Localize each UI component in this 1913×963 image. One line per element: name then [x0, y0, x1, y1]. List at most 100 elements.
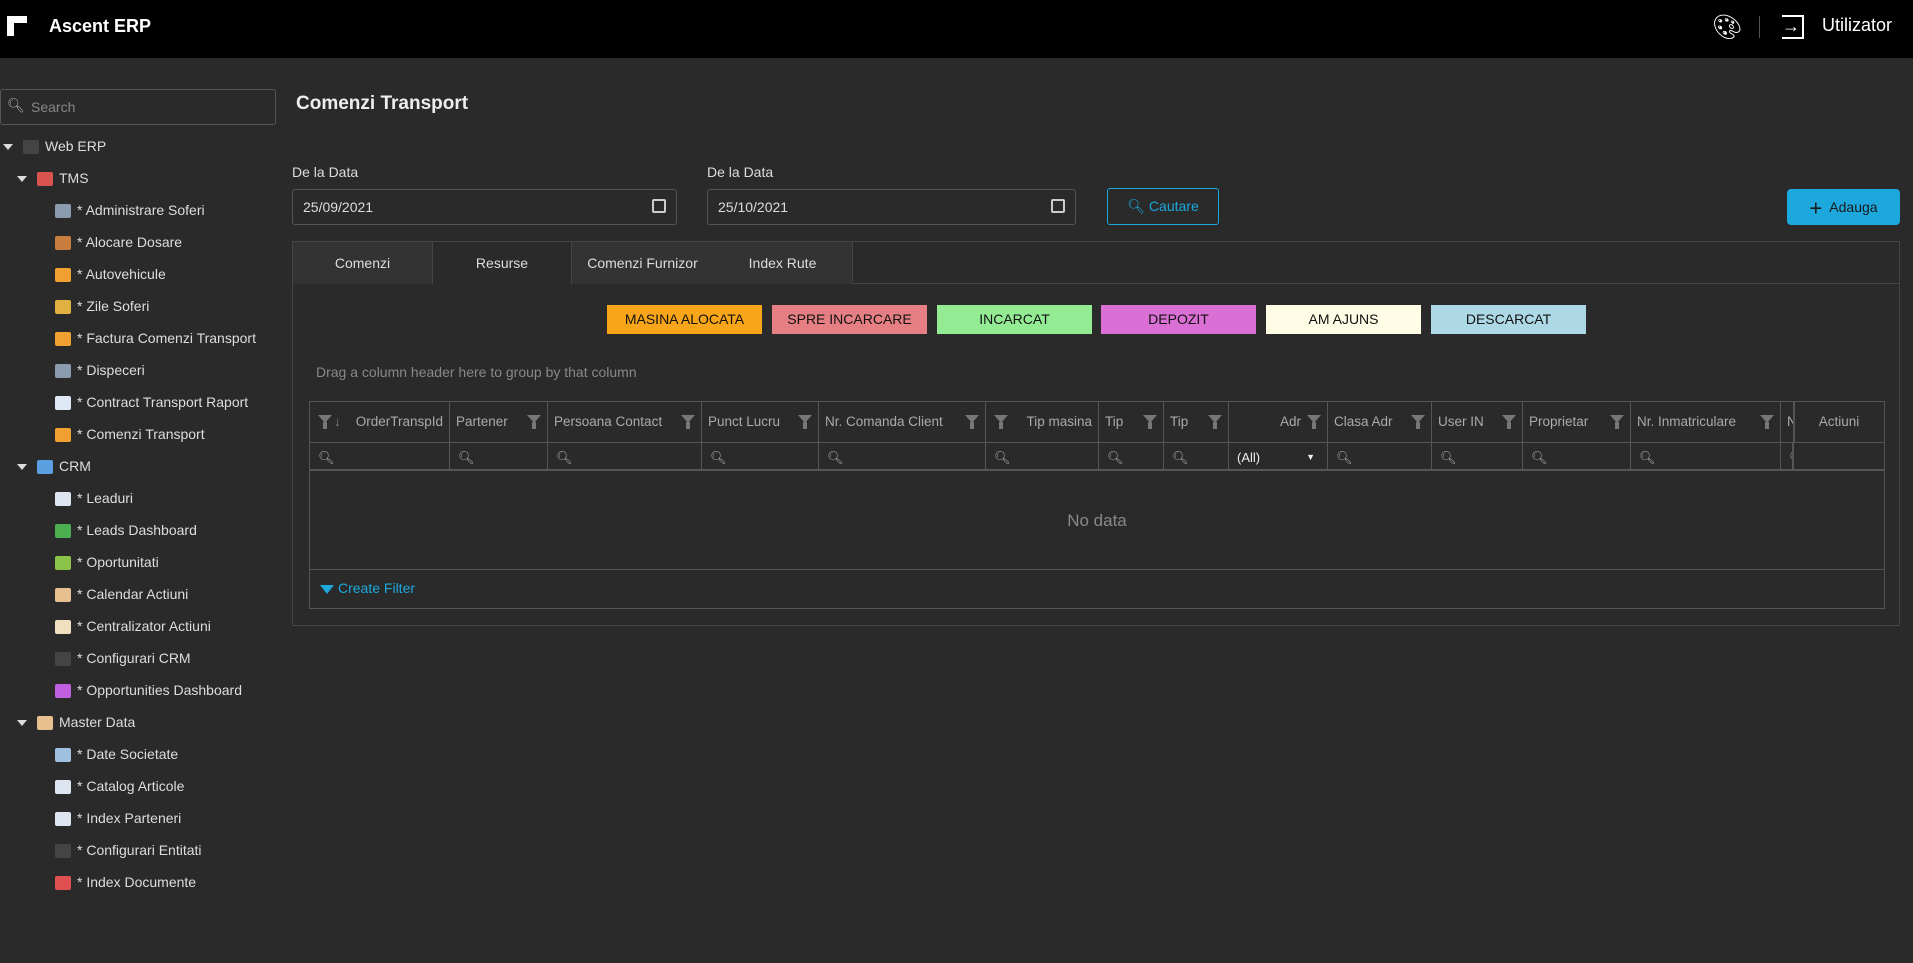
sidebar-item[interactable]: * Autovehicule: [55, 259, 166, 289]
sidebar-item[interactable]: * Index Parteneri: [55, 803, 181, 833]
column-filter-input[interactable]: 🔍︎: [1432, 442, 1523, 471]
add-button[interactable]: + Adauga: [1787, 189, 1900, 225]
filter-icon[interactable]: [1610, 415, 1624, 429]
sidebar-item-label: * Autovehicule: [77, 266, 166, 282]
filter-icon[interactable]: [1502, 415, 1516, 429]
filter-icon[interactable]: [1307, 415, 1321, 429]
column-filter-input[interactable]: 🔍︎: [1099, 442, 1164, 471]
column-filter-input[interactable]: 🔍︎: [310, 442, 450, 471]
column-filter-input[interactable]: 🔍︎: [986, 442, 1099, 471]
column-header[interactable]: Proprietar: [1523, 402, 1631, 442]
calendar-icon[interactable]: [652, 199, 666, 213]
logo-icon: [7, 16, 27, 36]
column-header[interactable]: Nr. Inmatriculare: [1631, 402, 1781, 442]
column-filter-input[interactable]: 🔍︎: [1328, 442, 1432, 471]
column-header[interactable]: Adr: [1229, 402, 1328, 442]
sidebar-item[interactable]: * Leads Dashboard: [55, 515, 197, 545]
column-header[interactable]: Punct Lucru: [702, 402, 819, 442]
filter-icon[interactable]: [1411, 415, 1425, 429]
sidebar-item[interactable]: * Alocare Dosare: [55, 227, 182, 257]
column-filter-input[interactable]: 🔍︎: [450, 442, 548, 471]
sidebar-item-label: * Date Societate: [77, 746, 179, 762]
palette-icon[interactable]: 🎨︎: [1712, 14, 1743, 41]
column-header[interactable]: ↓ OrderTranspId: [310, 402, 450, 442]
sidebar-item-label: * Alocare Dosare: [77, 234, 183, 250]
sidebar-item[interactable]: TMS: [17, 163, 89, 193]
sidebar-search-input[interactable]: Search: [0, 89, 276, 125]
column-filter-input[interactable]: (All) ▼: [1229, 442, 1328, 471]
sort-icon[interactable]: ↓: [334, 414, 341, 429]
column-header[interactable]: N: [1781, 402, 1795, 442]
sidebar-item[interactable]: * Oportunitati: [55, 547, 159, 577]
column-filter-input[interactable]: 🔍︎: [1631, 442, 1781, 471]
tab-resurse[interactable]: Resurse: [433, 242, 572, 285]
column-filter-input[interactable]: 🔍︎: [702, 442, 819, 471]
item-icon: [55, 588, 71, 603]
column-header[interactable]: Tip: [1164, 402, 1229, 442]
sidebar-item[interactable]: Web ERP: [3, 131, 106, 161]
column-filter-input[interactable]: 🔍︎: [819, 442, 986, 471]
sidebar-item[interactable]: * Date Societate: [55, 739, 178, 769]
sidebar-item[interactable]: * Configurari CRM: [55, 643, 191, 673]
sidebar-item[interactable]: * Contract Transport Raport: [55, 387, 248, 417]
to-date-input[interactable]: 25/10/2021: [707, 189, 1076, 225]
filter-icon[interactable]: [527, 415, 541, 429]
column-filter-input[interactable]: [1794, 442, 1884, 471]
column-filter-input[interactable]: 🔍︎: [1523, 442, 1631, 471]
sidebar-item[interactable]: * Centralizator Actiuni: [55, 611, 211, 641]
search-button[interactable]: 🔍︎ Cautare: [1107, 188, 1219, 225]
filter-icon[interactable]: [798, 415, 812, 429]
filter-icon[interactable]: [1143, 415, 1157, 429]
tab-comenzi-furnizor[interactable]: Comenzi Furnizor: [572, 242, 713, 284]
user-menu[interactable]: Utilizator: [1822, 15, 1893, 35]
logout-icon[interactable]: →: [1782, 15, 1804, 39]
calendar-icon[interactable]: [1051, 199, 1065, 213]
dropdown-arrow-icon[interactable]: ▼: [1306, 452, 1315, 462]
sidebar-item[interactable]: * Calendar Actiuni: [55, 579, 188, 609]
sidebar-item[interactable]: * Catalog Articole: [55, 771, 184, 801]
sidebar-item[interactable]: * Administrare Soferi: [55, 195, 205, 225]
filter-icon[interactable]: [318, 415, 332, 429]
column-filter-input[interactable]: 🔍︎: [548, 442, 702, 471]
column-header[interactable]: Partener: [450, 402, 548, 442]
filter-icon[interactable]: [1208, 415, 1222, 429]
chevron-down-icon[interactable]: [17, 176, 27, 183]
column-header-label: Persoana Contact: [554, 414, 663, 429]
sidebar-item-label: * Catalog Articole: [77, 778, 185, 794]
sidebar-item[interactable]: * Comenzi Transport: [55, 419, 205, 449]
filter-icon[interactable]: [965, 415, 979, 429]
item-icon: [37, 172, 53, 187]
column-filter-input[interactable]: 🔍︎: [1781, 442, 1794, 471]
column-header[interactable]: Clasa Adr: [1328, 402, 1432, 442]
chevron-down-icon[interactable]: [17, 464, 27, 471]
column-header[interactable]: Persoana Contact: [548, 402, 702, 442]
tab-index-rute[interactable]: Index Rute: [713, 242, 853, 284]
column-header[interactable]: Actiuni: [1794, 402, 1884, 442]
column-header[interactable]: Nr. Comanda Client: [819, 402, 986, 442]
filter-icon[interactable]: [1760, 415, 1774, 429]
group-panel[interactable]: Drag a column header here to group by th…: [316, 364, 637, 380]
column-header[interactable]: Tip masina: [986, 402, 1099, 442]
sidebar-item[interactable]: * Index Documente: [55, 867, 196, 897]
sidebar-item[interactable]: * Factura Comenzi Transport: [55, 323, 256, 353]
sidebar-item[interactable]: * Configurari Entitati: [55, 835, 202, 865]
from-date-input[interactable]: 25/09/2021: [292, 189, 677, 225]
sidebar-item[interactable]: * Dispeceri: [55, 355, 145, 385]
item-icon: [55, 524, 71, 539]
sidebar-item[interactable]: * Leaduri: [55, 483, 133, 513]
create-filter-button[interactable]: Create Filter: [320, 580, 415, 596]
column-header[interactable]: Tip: [1099, 402, 1164, 442]
column-filter-input[interactable]: 🔍︎: [1164, 442, 1229, 471]
sidebar-item[interactable]: Master Data: [17, 707, 135, 737]
filter-icon[interactable]: [681, 415, 695, 429]
chevron-down-icon[interactable]: [17, 720, 27, 727]
tab-comenzi[interactable]: Comenzi: [293, 242, 433, 284]
item-icon: [55, 396, 71, 411]
sidebar-item[interactable]: CRM: [17, 451, 91, 481]
sidebar-item[interactable]: * Opportunities Dashboard: [55, 675, 242, 705]
chevron-down-icon[interactable]: [3, 144, 13, 151]
filter-icon[interactable]: [994, 415, 1008, 429]
sidebar-item[interactable]: * Zile Soferi: [55, 291, 149, 321]
no-data-text: No data: [310, 472, 1884, 570]
column-header[interactable]: User IN: [1432, 402, 1523, 442]
